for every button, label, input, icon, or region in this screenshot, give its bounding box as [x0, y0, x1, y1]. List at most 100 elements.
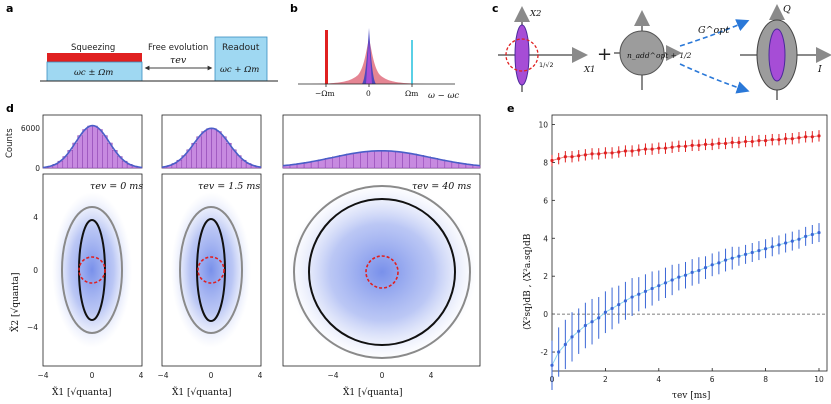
cloud-2 [171, 192, 251, 348]
e-point-anti-squeezed [750, 139, 754, 144]
counts-tick-6000: 6000 [21, 124, 40, 133]
hist-bar [77, 135, 83, 169]
e-point-squeezed [804, 234, 808, 238]
d-xlabel-1: X̃1 [√quanta] [52, 386, 111, 398]
hist-bar [409, 153, 417, 169]
d-xlabel-3: X̃1 [√quanta] [343, 386, 402, 398]
e-point-squeezed [770, 245, 774, 249]
e-ytick-label: 2 [543, 272, 548, 281]
e-point-anti-squeezed [623, 149, 628, 153]
free-evolution-label: Free evolution [148, 43, 208, 53]
center-peak [366, 40, 372, 84]
hist-bar [221, 136, 227, 169]
gain-arrow-top [679, 19, 750, 47]
b-tick-zero: 0 [366, 89, 371, 98]
e-ytick-label: 8 [543, 158, 548, 167]
vacuum-1 [78, 256, 106, 284]
x2-tick-4: 4 [258, 371, 263, 380]
e-point-squeezed [570, 335, 574, 339]
e-point-squeezed [663, 281, 668, 285]
e-point-anti-squeezed [710, 142, 714, 146]
b-tick-neg: −Ωm [315, 89, 335, 98]
histograms [42, 114, 481, 169]
hist-bar [92, 125, 98, 169]
e-point-anti-squeezed [610, 151, 614, 155]
subtitle-1: τev = 0 ms [90, 181, 143, 192]
e-point-anti-squeezed [737, 140, 741, 145]
hist-bar [430, 158, 439, 169]
hist-fit-curve [282, 150, 481, 167]
e-point-squeezed [757, 248, 761, 253]
panel-d-label: d [6, 102, 14, 115]
squeezed-ellipse [514, 24, 530, 86]
e-point-anti-squeezed [597, 152, 601, 156]
e-plot-content: -202468100246810 [538, 120, 827, 390]
hist-bar [416, 155, 424, 169]
hist-bar [226, 142, 232, 169]
scatter-2-content [171, 192, 251, 348]
e-point-anti-squeezed [790, 137, 794, 141]
e-point-squeezed [670, 278, 674, 282]
e-xtick-label: 4 [656, 375, 661, 384]
hist-bar [423, 156, 432, 169]
hist-fit-curve [42, 124, 143, 169]
tau-label: τev [170, 55, 187, 66]
e-point-anti-squeezed [657, 146, 661, 150]
e-point-anti-squeezed [743, 139, 748, 144]
e-point-anti-squeezed [643, 147, 648, 151]
e-point-anti-squeezed [770, 138, 774, 142]
vacuum-circle [505, 38, 539, 72]
x3-tick-neg4: −4 [327, 371, 338, 380]
x1-label: X1 [583, 65, 595, 75]
b-xlabel: ω − ωc [428, 91, 459, 101]
panel-e-label: e [507, 102, 514, 115]
e-point-squeezed [717, 261, 721, 265]
q-label: Q [783, 4, 791, 15]
hist-fit-curve [161, 127, 262, 168]
noise-label: n_add^opt + 1/2 [627, 51, 692, 60]
panel-c-label: c [492, 2, 499, 15]
e-point-squeezed [677, 275, 681, 279]
counts-label: Counts [5, 128, 15, 158]
e-point-squeezed [577, 329, 581, 333]
e-point-anti-squeezed [630, 149, 634, 153]
e-point-squeezed [597, 316, 601, 320]
e-point-squeezed [730, 256, 734, 260]
x3-tick-4: 4 [429, 371, 434, 380]
x3-tick-0: 0 [380, 371, 385, 380]
panel-b: b −Ωm 0 Ωm ω − ωc [290, 2, 459, 101]
vacuum-3 [365, 255, 399, 289]
e-point-squeezed [617, 303, 621, 307]
x1-tick-neg4: −4 [37, 371, 48, 380]
d-xlabel-2: X̃1 [√quanta] [172, 386, 231, 398]
e-point-anti-squeezed [650, 147, 654, 151]
e-point-squeezed [637, 292, 641, 296]
e-point-anti-squeezed [804, 135, 808, 139]
black-contour-2 [196, 218, 226, 322]
hist-bar [191, 142, 197, 169]
e-point-anti-squeezed [723, 141, 728, 146]
hist-bar [332, 156, 340, 169]
e-point-squeezed [643, 289, 648, 293]
e-point-anti-squeezed [797, 136, 801, 140]
gray-contour-3 [293, 185, 471, 359]
e-point-squeezed [583, 323, 587, 328]
e-point-squeezed [630, 295, 634, 299]
y-tick-0: 0 [33, 266, 38, 275]
x2-tick-neg4: −4 [157, 371, 168, 380]
cloud-3 [287, 184, 477, 360]
hist-bar [324, 158, 333, 169]
hist-bar [211, 128, 217, 169]
e-ytick-label: 4 [543, 234, 548, 243]
hist-bar [339, 155, 347, 169]
cyan-drive-line [411, 40, 413, 84]
panel-a: a Squeezing ωc ± Ωm Free evolution τev R… [6, 2, 278, 82]
red-drive-line [325, 30, 328, 84]
hist-bar [353, 152, 361, 169]
e-ytick-label: 0 [543, 310, 548, 319]
gain-label: G^opt [698, 25, 729, 36]
panel-a-label: a [6, 2, 13, 15]
vacuum-2 [197, 256, 225, 284]
e-point-squeezed [557, 350, 561, 354]
